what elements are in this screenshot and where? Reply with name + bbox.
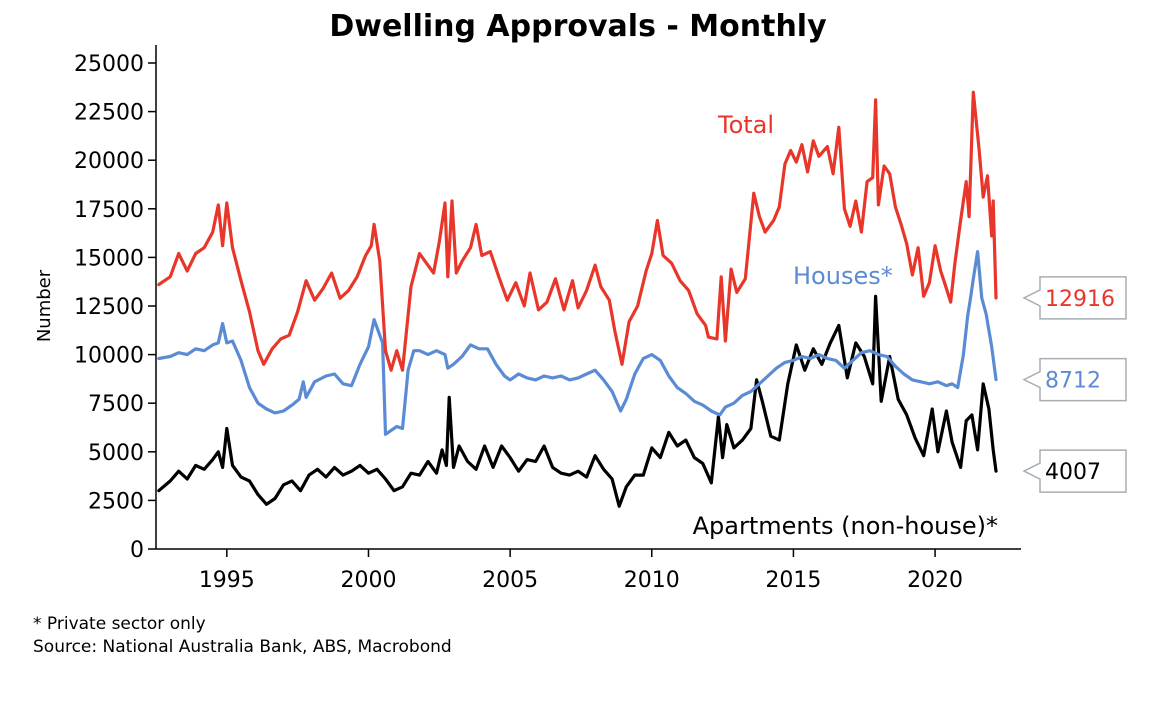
callout-value: 12916 [1045, 287, 1115, 312]
series-line-total [157, 90, 998, 372]
series-line-houses [157, 250, 998, 436]
y-tick-label: 10000 [74, 344, 144, 369]
x-tick-label: 2020 [907, 568, 963, 593]
callout-value: 8712 [1045, 369, 1101, 394]
y-tick-label: 15000 [74, 246, 144, 271]
x-ticks: 1995 2000 2005 2010 2015 2020 [199, 549, 963, 593]
y-tick-label: 0 [130, 538, 144, 563]
y-tick-label: 5000 [88, 441, 144, 466]
x-tick-label: 2015 [765, 568, 821, 593]
x-tick-label: 2010 [624, 568, 680, 593]
y-tick-label: 25000 [74, 52, 144, 77]
x-tick-label: 2000 [340, 568, 396, 593]
callout-box [1022, 449, 1127, 493]
y-tick-label: 22500 [74, 101, 144, 126]
y-tick-label: 20000 [74, 149, 144, 174]
footnote-private-sector: * Private sector only [33, 614, 206, 634]
y-tick-label: 2500 [88, 489, 144, 514]
callout-total: 12916 [1022, 276, 1127, 320]
y-tick-label: 7500 [88, 392, 144, 417]
y-tick-label: 17500 [74, 198, 144, 223]
series-label-apartments: Apartments (non-house)* [693, 512, 998, 540]
callout-apartments: 4007 [1022, 449, 1127, 493]
series-lines [157, 90, 998, 508]
x-tick-label: 2005 [482, 568, 538, 593]
series-line-apartments-non-house [157, 294, 998, 508]
x-tick-label: 1995 [199, 568, 255, 593]
chart-title: Dwelling Approvals - Monthly [329, 9, 827, 44]
series-label-total: Total [717, 111, 774, 139]
callout-box [1022, 357, 1127, 402]
axes: 0 2500 5000 7500 10000 12500 15000 17500 20000 22… [74, 45, 1021, 593]
y-tick-label: 12500 [74, 295, 144, 320]
callout-value: 4007 [1045, 460, 1101, 485]
callout-box [1022, 276, 1127, 320]
footnote-source: Source: National Australia Bank, ABS, Ma… [33, 637, 452, 657]
callout-houses: 8712 [1022, 357, 1127, 402]
y-ticks: 0 2500 5000 7500 10000 12500 15000 17500 20000 22… [74, 52, 156, 563]
value-callouts: 12916 8712 4007 [1022, 276, 1127, 493]
y-axis-label: Number [34, 269, 55, 342]
series-label-houses: Houses* [793, 262, 893, 290]
